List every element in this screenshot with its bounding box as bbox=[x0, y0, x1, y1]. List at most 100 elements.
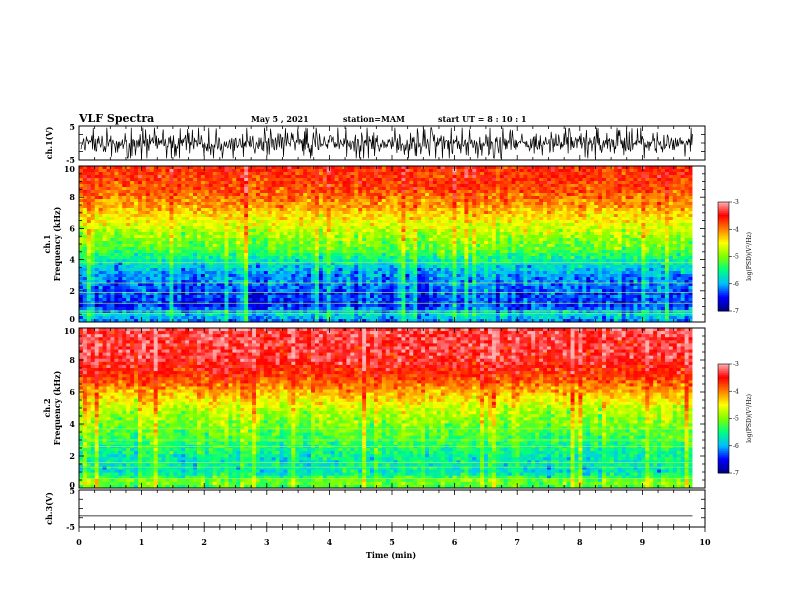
spectrogram-cell bbox=[421, 250, 426, 254]
spectrogram-cell bbox=[602, 199, 607, 203]
spectrogram-cell bbox=[291, 217, 296, 221]
spectrogram-cell bbox=[252, 223, 257, 227]
spectrogram-cell bbox=[602, 187, 607, 191]
spectrogram-cell bbox=[169, 181, 174, 185]
spectrogram-cell bbox=[248, 250, 253, 254]
spectrogram-cell bbox=[641, 253, 646, 257]
spectrogram-cell bbox=[204, 232, 210, 236]
spectrogram-cell bbox=[137, 226, 143, 230]
spectrogram-cell bbox=[550, 226, 556, 230]
spectrogram-cell bbox=[220, 235, 225, 239]
spectrogram-cell bbox=[460, 193, 465, 197]
spectrogram-cell bbox=[550, 247, 556, 251]
spectrogram-cell bbox=[232, 196, 237, 200]
spectrogram-cell bbox=[350, 178, 355, 182]
spectrogram-cell bbox=[228, 166, 233, 170]
spectrogram-cell bbox=[499, 235, 505, 239]
spectrogram-cell bbox=[381, 211, 387, 215]
spectrogram-cell bbox=[507, 217, 512, 221]
spectrogram-cell bbox=[189, 208, 194, 212]
spectrogram-cell bbox=[126, 259, 131, 263]
spectrogram-cell bbox=[448, 166, 453, 170]
spectrogram-cell bbox=[283, 247, 288, 251]
spectrogram-cell bbox=[307, 196, 312, 200]
spectrogram-cell bbox=[153, 205, 159, 209]
spectrogram-cell bbox=[377, 205, 383, 209]
spectrogram-cell bbox=[240, 193, 245, 197]
spectrogram-cell bbox=[283, 241, 288, 245]
spectrogram-cell bbox=[279, 250, 284, 254]
spectrogram-cell bbox=[236, 196, 241, 200]
spectrogram-cell bbox=[594, 217, 599, 221]
spectrogram-cell bbox=[173, 184, 178, 188]
spectrogram-cell bbox=[554, 244, 560, 248]
spectrogram-cell bbox=[546, 238, 552, 242]
spectrogram-cell bbox=[531, 199, 536, 203]
spectrogram-cell bbox=[633, 250, 638, 254]
spectrogram-cell bbox=[130, 202, 135, 206]
spectrogram-cell bbox=[350, 217, 355, 221]
spectrogram-cell bbox=[417, 172, 422, 176]
spectrogram-cell bbox=[106, 223, 111, 227]
spectrogram-cell bbox=[499, 250, 505, 254]
spectrogram-cell bbox=[330, 253, 336, 257]
spectrogram-cell bbox=[452, 202, 457, 206]
spectrogram-cell bbox=[527, 226, 532, 230]
spectrogram-cell bbox=[503, 193, 509, 197]
spectrogram-cell bbox=[550, 172, 556, 176]
spectrogram-cell bbox=[594, 196, 599, 200]
spectrogram-cell bbox=[676, 253, 682, 257]
spectrogram-cell bbox=[224, 235, 229, 239]
spectrogram-cell bbox=[417, 247, 422, 251]
spectrogram-cell bbox=[204, 214, 210, 218]
spectrogram-cell bbox=[94, 214, 100, 218]
spectrogram-cell bbox=[436, 190, 442, 194]
spectrogram-cell bbox=[318, 196, 324, 200]
spectrogram-cell bbox=[503, 202, 509, 206]
spectrogram-cell bbox=[523, 199, 528, 203]
spectrogram-cell bbox=[94, 190, 100, 194]
spectrogram-cell bbox=[169, 193, 174, 197]
spectrogram-cell bbox=[153, 169, 159, 173]
spectrogram-cell bbox=[86, 235, 92, 239]
spectrogram-cell bbox=[432, 196, 438, 200]
spectrogram-cell bbox=[314, 169, 320, 173]
spectrogram-cell bbox=[338, 187, 343, 191]
spectrogram-cell bbox=[633, 172, 638, 176]
spectrogram-cell bbox=[417, 199, 422, 203]
spectrogram-cell bbox=[346, 220, 351, 224]
spectrogram-cell bbox=[334, 241, 339, 245]
spectrogram-cell bbox=[645, 235, 650, 239]
spectrogram-cell bbox=[130, 217, 135, 221]
spectrogram-cell bbox=[566, 175, 571, 179]
spectrogram-cell bbox=[311, 202, 316, 206]
spectrogram-cell bbox=[440, 217, 446, 221]
spectrogram-cell bbox=[161, 232, 166, 236]
spectrogram-cell bbox=[311, 217, 316, 221]
spectrogram-cell bbox=[649, 217, 654, 221]
spectrogram-cell bbox=[240, 229, 245, 233]
spectrogram-cell bbox=[177, 256, 182, 260]
spectrogram-cell bbox=[334, 229, 339, 233]
spectrogram-cell bbox=[326, 235, 332, 239]
spectrogram-cell bbox=[185, 223, 190, 227]
spectrogram-cell bbox=[295, 223, 300, 227]
spectrogram-cell bbox=[126, 232, 131, 236]
spectrogram-cell bbox=[291, 226, 296, 230]
spectrogram-cell bbox=[598, 238, 603, 242]
spectrogram-cell bbox=[645, 250, 650, 254]
spectrogram-cell bbox=[684, 217, 689, 221]
spectrogram-cell bbox=[539, 199, 544, 203]
spectrogram-cell bbox=[110, 199, 115, 203]
spectrogram-cell bbox=[212, 211, 218, 215]
spectrogram-cell bbox=[350, 184, 355, 188]
spectrogram-cell bbox=[507, 175, 512, 179]
spectrogram-cell bbox=[653, 181, 658, 185]
spectrogram-cell bbox=[283, 256, 288, 260]
spectrogram-cell bbox=[480, 208, 485, 212]
spectrogram-cell bbox=[110, 208, 115, 212]
spectrogram-cell bbox=[653, 226, 658, 230]
spectrogram-cell bbox=[208, 208, 214, 212]
spectrogram-cell bbox=[350, 187, 355, 191]
spectrogram-cell bbox=[637, 193, 642, 197]
